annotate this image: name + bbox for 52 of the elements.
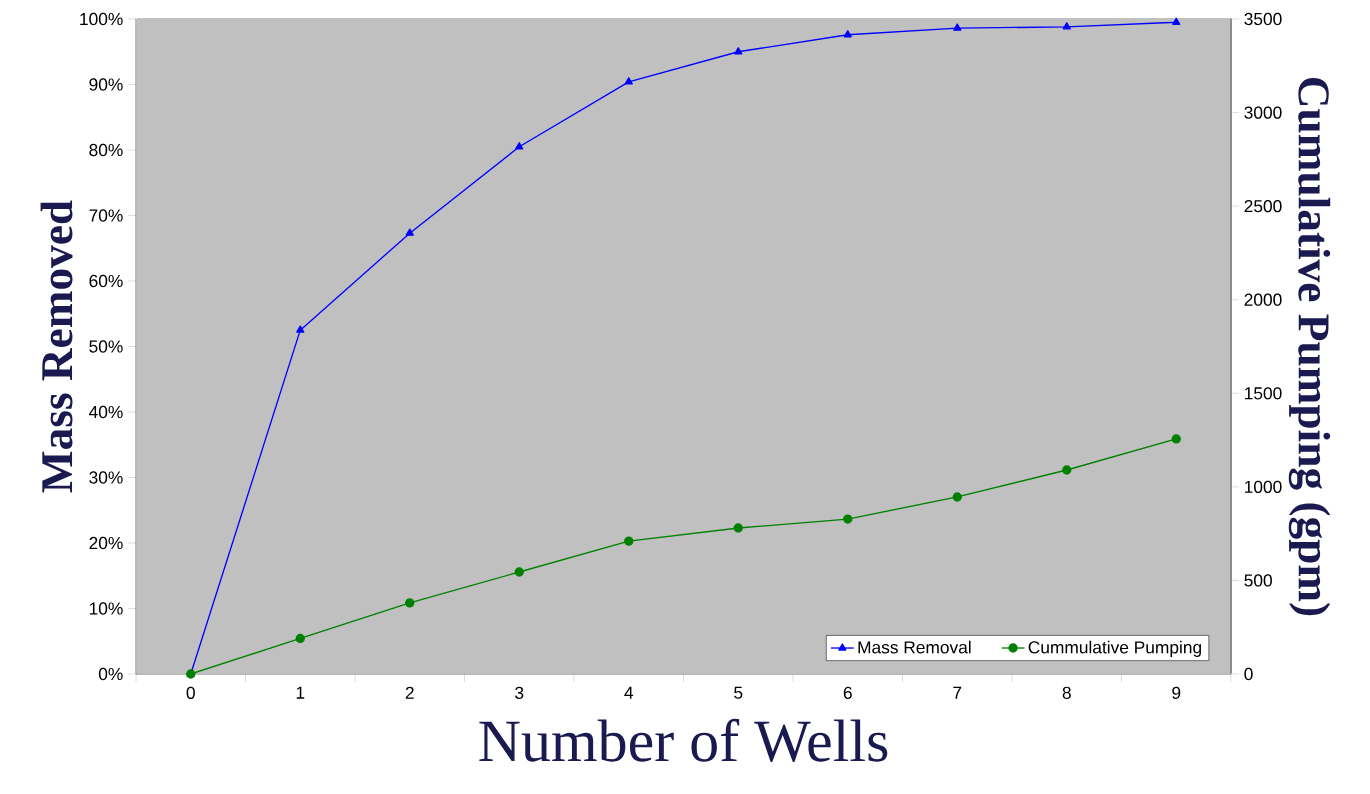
y-tick-label: 60%: [89, 274, 123, 288]
point: [1062, 465, 1072, 475]
point: [1062, 22, 1071, 30]
x-tick-label: 8: [1062, 686, 1071, 699]
point: [295, 633, 305, 644]
y2-tick-label: 3000: [1244, 106, 1282, 119]
y2-axis-title: Cumulative Pumping (gpm): [1288, 77, 1331, 616]
point: [624, 536, 634, 546]
point: [624, 77, 633, 85]
x-tick-label: 3: [515, 686, 524, 699]
point: [734, 47, 743, 55]
point: [843, 30, 852, 38]
point: [405, 598, 415, 608]
y-tick-label: 90%: [89, 78, 123, 91]
point: [953, 23, 962, 31]
x-tick-label: 5: [734, 686, 743, 699]
legend-label: Mass Removal: [858, 640, 971, 654]
y-tick-label: 20%: [89, 536, 123, 550]
point: [733, 523, 743, 533]
y-tick-label: 50%: [89, 340, 123, 353]
legend-label: Cummulative Pumping: [1028, 640, 1202, 657]
x-tick-label: 9: [1172, 686, 1181, 699]
y2-tick-label: 1000: [1245, 480, 1282, 493]
y-tick-label: 70%: [89, 209, 123, 222]
point: [515, 142, 524, 150]
point: [514, 567, 524, 577]
point: [1171, 434, 1181, 444]
point: [843, 514, 853, 524]
y2-tick-label: 3500: [1244, 12, 1282, 26]
y-axis-title: Mass Removed: [40, 200, 73, 493]
x-tick-label: 6: [843, 686, 852, 699]
point: [1172, 17, 1181, 25]
point: [405, 228, 414, 236]
point: [952, 492, 962, 502]
x-tick-label: 0: [186, 686, 195, 699]
y2-tick-label: 500: [1244, 574, 1272, 587]
y-tick-label: 40%: [89, 405, 123, 419]
x-tick-label: 1: [296, 686, 305, 699]
y-tick-label: 80%: [89, 143, 123, 157]
y2-tick-label: 1500: [1245, 387, 1282, 400]
x-tick-label: 2: [405, 686, 414, 699]
y-tick-label: 100%: [80, 12, 123, 26]
x-axis-title: Number of Wells: [479, 718, 888, 762]
point: [296, 325, 305, 333]
x-tick-label: 7: [953, 686, 962, 699]
y-tick-label: 10%: [89, 602, 123, 615]
y-tick-label: 0%: [98, 667, 123, 681]
x-tick-label: 4: [624, 686, 634, 699]
y2-tick-label: 2500: [1244, 200, 1282, 213]
y2-tick-label: 0: [1244, 667, 1253, 681]
y2-tick-label: 2000: [1244, 293, 1282, 306]
y-tick-label: 30%: [89, 471, 123, 484]
